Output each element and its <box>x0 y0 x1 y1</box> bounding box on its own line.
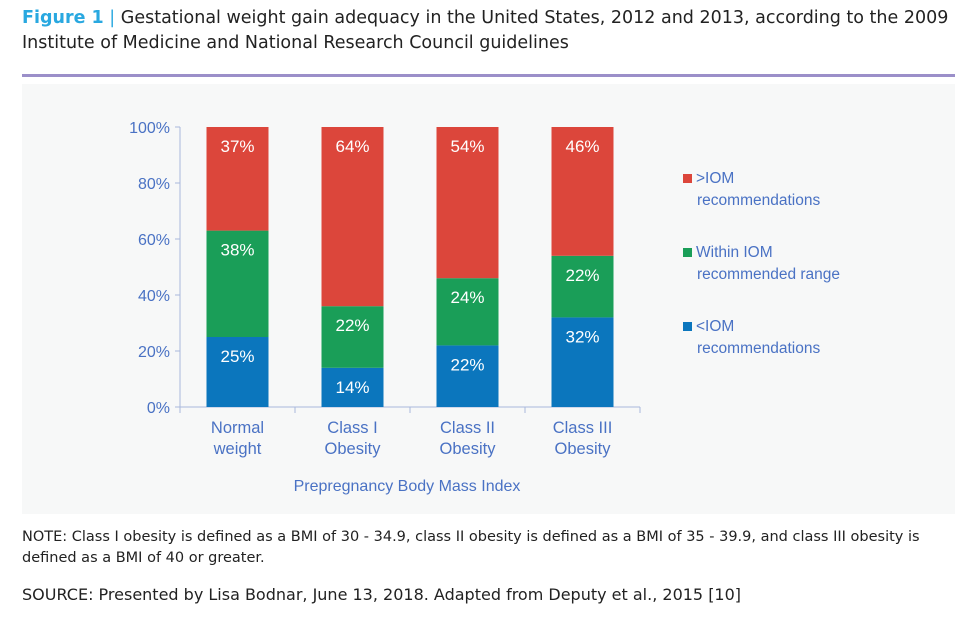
bar-segment <box>551 255 614 318</box>
x-tick-label: Obesity <box>325 440 382 458</box>
y-tick-label: 60% <box>138 232 170 249</box>
legend-item: <IOM recommendations <box>683 316 820 360</box>
legend-label-line1: Within IOM <box>696 244 773 261</box>
bar-segment <box>206 337 269 407</box>
title-divider <box>22 74 955 77</box>
x-tick-label: Class II <box>440 419 495 437</box>
legend-label-line2: recommendations <box>697 192 821 209</box>
bar-segment <box>321 367 384 407</box>
bar-segment <box>551 317 614 407</box>
data-label: 64% <box>335 137 369 156</box>
y-tick-label: 20% <box>138 344 170 361</box>
data-label: 25% <box>220 347 254 366</box>
bar-segment <box>206 127 269 231</box>
bar-segment <box>436 127 499 279</box>
source-text: SOURCE: Presented by Lisa Bodnar, June 1… <box>22 585 742 604</box>
title-separator: | <box>109 8 116 28</box>
x-tick-label: Class III <box>553 419 613 437</box>
data-label: 24% <box>450 288 484 307</box>
legend-swatch <box>683 322 692 331</box>
legend-item: Within IOM recommended range <box>683 242 840 286</box>
data-label: 38% <box>220 241 254 260</box>
y-tick-label: 100% <box>129 120 170 137</box>
data-label: 46% <box>565 137 599 156</box>
bar-segment <box>551 127 614 256</box>
legend-label-line1: >IOM <box>696 170 735 187</box>
data-label: 14% <box>335 378 369 397</box>
bar-segment <box>436 278 499 346</box>
legend-swatch <box>683 174 692 183</box>
figure-label: Figure 1 <box>22 8 104 28</box>
legend-label-line2: recommended range <box>697 266 841 283</box>
legend-item: >IOM recommendations <box>683 168 820 212</box>
x-tick-label: Normal <box>211 419 264 437</box>
x-tick-label: weight <box>213 440 262 458</box>
bar-segment <box>321 306 384 368</box>
x-axis-title: Prepregnancy Body Mass Index <box>294 478 521 495</box>
data-label: 22% <box>450 355 484 374</box>
legend-label-line2: recommendations <box>697 340 821 357</box>
figure-title-text: Gestational weight gain adequacy in the … <box>22 8 949 53</box>
x-tick-label: Class I <box>327 419 377 437</box>
bar-segment <box>321 127 384 307</box>
legend-label-line1: <IOM <box>696 318 735 335</box>
bar-segment <box>436 345 499 407</box>
x-tick-label: Obesity <box>440 440 497 458</box>
data-label: 22% <box>565 266 599 285</box>
data-label: 32% <box>565 327 599 346</box>
y-tick-label: 0% <box>147 400 170 417</box>
data-label: 37% <box>220 137 254 156</box>
data-label: 54% <box>450 137 484 156</box>
y-tick-label: 80% <box>138 176 170 193</box>
data-label: 22% <box>335 316 369 335</box>
legend-swatch <box>683 248 692 257</box>
bar-segment <box>206 230 269 337</box>
x-tick-label: Obesity <box>555 440 612 458</box>
note-text: NOTE: Class I obesity is defined as a BM… <box>22 529 920 566</box>
y-tick-label: 40% <box>138 288 170 305</box>
figure-title: Figure 1 | Gestational weight gain adequ… <box>22 6 962 56</box>
